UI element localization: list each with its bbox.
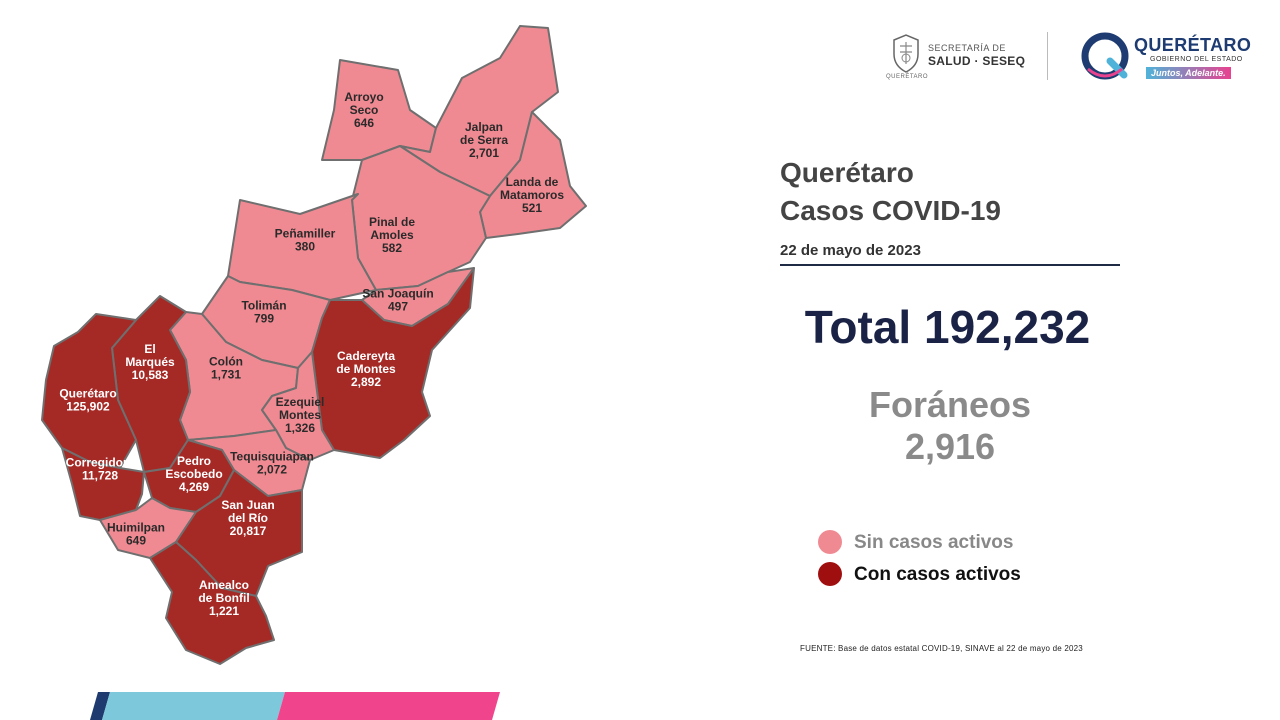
legend-label-active: Con casos activos bbox=[854, 564, 1021, 585]
legend-swatch-no-active bbox=[818, 530, 842, 554]
salud-logo-line1: SECRETARÍA DE bbox=[928, 43, 1006, 53]
label-cadereyta-de-montes: Cadereyta de Montes 2,892 bbox=[336, 349, 396, 389]
label-san-joaquin: San Joaquín 497 bbox=[362, 287, 433, 314]
municipality-corregidora bbox=[61, 447, 145, 521]
report-date: 22 de mayo de 2023 bbox=[780, 242, 921, 259]
label-toliman: Tolimán 799 bbox=[241, 299, 286, 326]
q-logo-icon bbox=[1081, 32, 1129, 80]
state-emblem-icon bbox=[893, 34, 919, 73]
gobierno-name: QUERÉTARO bbox=[1134, 35, 1252, 55]
label-corregidora: Corregidora 11,728 bbox=[66, 456, 135, 483]
legend-swatch-active bbox=[818, 562, 842, 586]
gobierno-subtitle: GOBIERNO DEL ESTADO bbox=[1150, 56, 1243, 63]
source-note: FUENTE: Base de datos estatal COVID-19, … bbox=[800, 644, 1083, 653]
foraneos-block: Foráneos 2,916 bbox=[820, 384, 1080, 468]
label-pinal-de-amoles: Pinal de Amoles 582 bbox=[369, 215, 415, 255]
label-el-marques: El Marqués 10,583 bbox=[125, 342, 175, 382]
label-amealco-de-bonfil: Amealco de Bonfil 1,221 bbox=[198, 578, 249, 618]
label-huimilpan: Huimilpan 649 bbox=[107, 521, 165, 548]
page-title: Querétaro Casos COVID-19 bbox=[780, 154, 1001, 230]
label-arroyo-seco: Arroyo Seco 646 bbox=[344, 90, 383, 130]
gobierno-slogan: Juntos, Adelante. bbox=[1146, 67, 1231, 79]
foraneos-label: Foráneos bbox=[868, 384, 1032, 425]
header-logos: SECRETARÍA DE SALUD · SESEQ QUERÉTARO QU… bbox=[880, 28, 1260, 88]
date-underline bbox=[780, 264, 1120, 266]
legend-label-no-active: Sin casos activos bbox=[854, 532, 1014, 553]
municipality-arroyo-seco bbox=[321, 59, 437, 161]
municipality-landa-de-matamoros bbox=[479, 111, 587, 239]
foraneos-value: 2,916 bbox=[904, 426, 996, 467]
label-jalpan-de-serra: Jalpan de Serra 2,701 bbox=[460, 120, 508, 160]
decorative-bottom-bar bbox=[90, 692, 500, 720]
salud-logo-line2: SALUD · SESEQ bbox=[928, 54, 1026, 68]
title-line2: Casos COVID-19 bbox=[780, 195, 1001, 226]
label-pedro-escobedo: Pedro Escobedo 4,269 bbox=[165, 454, 222, 494]
label-landa-de-matamoros: Landa de Matamoros 521 bbox=[500, 175, 564, 215]
title-line1: Querétaro bbox=[780, 157, 914, 188]
queretaro-map: Arroyo Seco 646 Jalpan de Serra 2,701 Landa de… bbox=[41, 25, 587, 665]
label-colon: Colón 1,731 bbox=[209, 355, 243, 382]
municipality-amealco-de-bonfil bbox=[149, 541, 275, 665]
label-tequisquiapan: Tequisquiapan 2,072 bbox=[230, 450, 314, 477]
label-ezequiel-montes: Ezequiel Montes 1,326 bbox=[276, 395, 325, 435]
logo-divider bbox=[1047, 32, 1048, 80]
label-san-juan-del-rio: San Juan del Río 20,817 bbox=[221, 498, 274, 538]
label-penamiller: Peñamiller 380 bbox=[275, 227, 336, 254]
label-queretaro: Querétaro 125,902 bbox=[59, 387, 116, 414]
salud-logo-state: QUERÉTARO bbox=[886, 74, 929, 80]
total-cases: Total 192,232 bbox=[804, 301, 1091, 353]
